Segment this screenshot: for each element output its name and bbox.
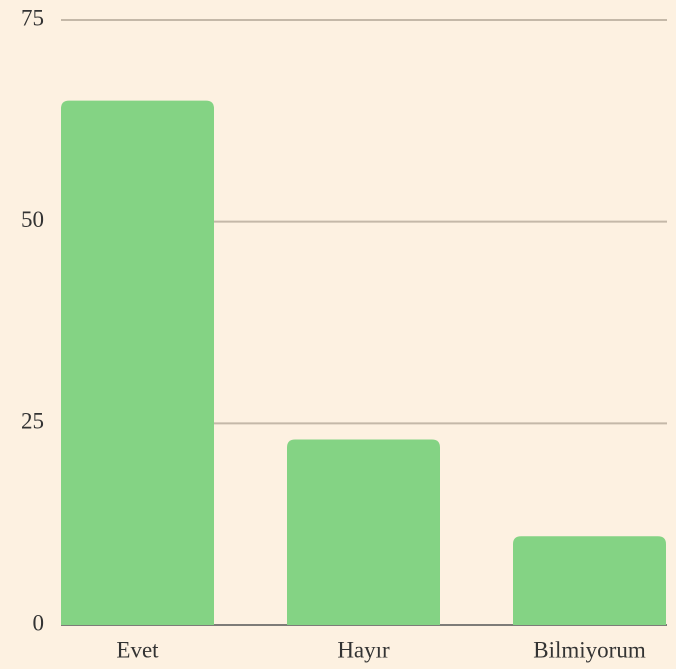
x-tick-label: Bilmiyorum [533, 637, 646, 662]
y-tick-label: 75 [21, 5, 44, 30]
bar [513, 536, 666, 625]
y-tick-label: 0 [33, 610, 45, 635]
y-tick-label: 25 [21, 409, 44, 434]
bar [61, 100, 214, 625]
y-tick-label: 50 [21, 207, 44, 232]
x-tick-label: Evet [116, 637, 159, 662]
bar [287, 439, 440, 625]
x-tick-label: Hayır [337, 637, 390, 662]
